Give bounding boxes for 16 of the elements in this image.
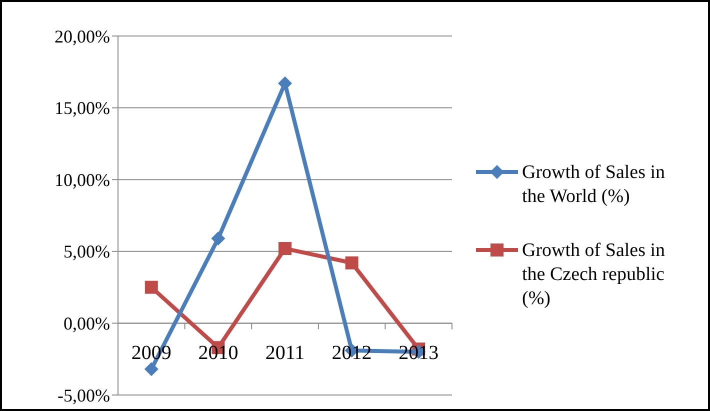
x-tick-label: 2010 — [198, 342, 238, 364]
y-tick-label: 15,00% — [54, 98, 110, 118]
point — [345, 256, 358, 270]
y-tick-label: 5,00% — [64, 242, 110, 262]
y-tick-label: 0,00% — [64, 314, 110, 334]
point — [278, 76, 292, 90]
point — [278, 242, 292, 256]
point — [144, 280, 158, 294]
point — [144, 362, 158, 376]
y-tick-label: 10,00% — [54, 170, 110, 190]
legend-label: Growth of Sales in the World (%) — [522, 162, 666, 207]
y-tick-label: 20,00% — [54, 26, 110, 46]
legend-label: Growth of Sales in the Czech republic (%) — [522, 240, 666, 309]
x-tick-label: 2011 — [265, 342, 305, 364]
y-tick-label: -5,00% — [58, 385, 110, 406]
point — [211, 231, 226, 246]
